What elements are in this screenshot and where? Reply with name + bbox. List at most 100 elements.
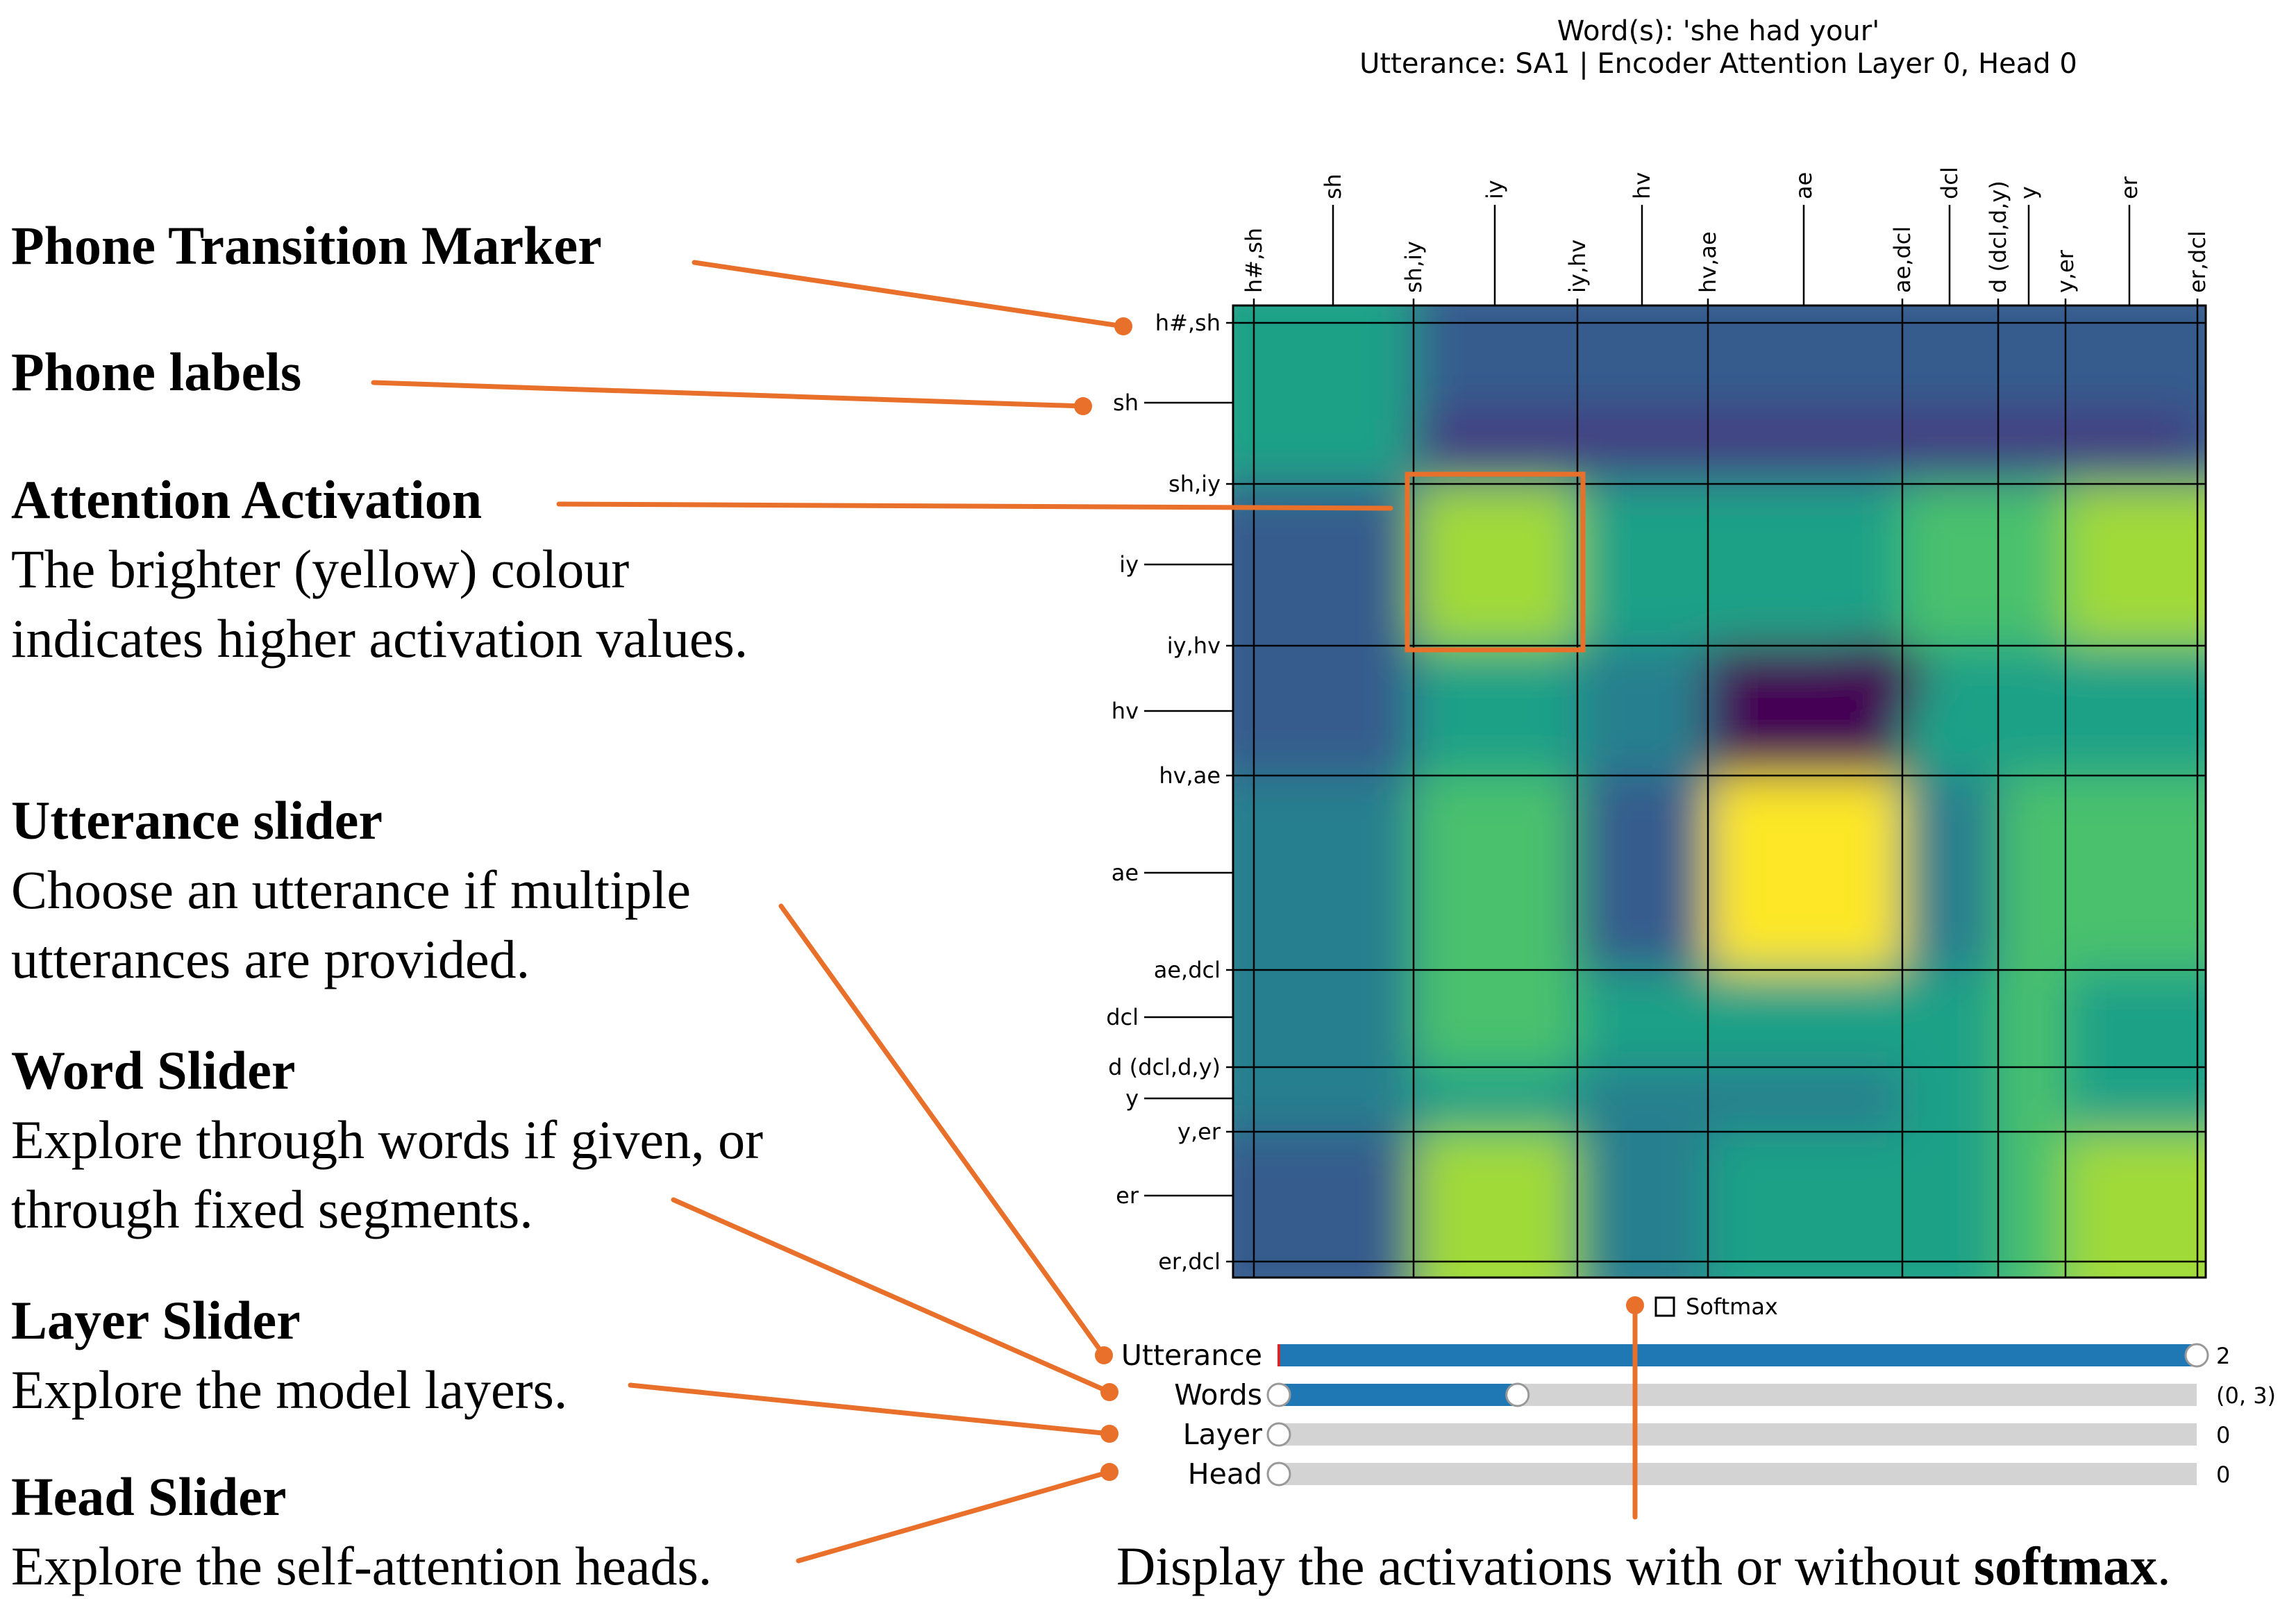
heatmap-cell [1998, 484, 2065, 646]
heatmap-cell [1577, 484, 1708, 646]
heatmap-cell [1902, 1067, 1998, 1132]
top-axis-ticks: h#,sh sh sh,iy iy iy,hv hv hv,ae ae ae,dcl dcl d (… [1241, 167, 2211, 305]
annotation-text: through fixed segments. [11, 1179, 533, 1239]
heatmap-low-band [1416, 417, 2194, 458]
top-tick-label: er,dcl [2184, 231, 2211, 293]
heatmap-cell [1233, 1132, 1414, 1278]
annotation-text: indicates higher activation values. [11, 608, 748, 669]
words-slider-handle[interactable] [1505, 1382, 1530, 1407]
top-tick-label: er [2116, 176, 2143, 199]
top-tick-label: ae [1791, 172, 1817, 199]
layer-slider[interactable]: Layer 0 [1183, 1418, 2231, 1451]
heatmap-cell [1577, 646, 1708, 776]
heatmap-cell [1998, 646, 2065, 776]
heatmap-cell [1233, 646, 1414, 776]
heatmap-cell [2065, 776, 2206, 970]
heatmap-cell [1708, 1132, 1902, 1278]
head-slider[interactable]: Head 0 [1188, 1457, 2231, 1491]
words-slider-label: Words [1174, 1378, 1262, 1412]
words-slider[interactable]: Words (0, 3) [1174, 1378, 2276, 1412]
utterance-slider[interactable]: Utterance 2 [1121, 1339, 2230, 1372]
attention-activation-highlight [1405, 471, 1586, 653]
heatmap-cell [2065, 970, 2206, 1067]
softmax-checkbox-box[interactable] [1654, 1296, 1675, 1317]
heatmap-cell [1577, 776, 1708, 970]
heatmap-frame [1232, 304, 2207, 1279]
leader-layer-slider [628, 1382, 1112, 1437]
heatmap-cell [1233, 776, 1414, 970]
heatmap-cell [1233, 484, 1414, 646]
heatmap-cell [1577, 1067, 1708, 1132]
leader-dot [1114, 317, 1132, 335]
annotation-utterance-slider: Utterance slider Choose an utterance if … [11, 790, 691, 989]
words-slider-value: (0, 3) [2216, 1382, 2276, 1409]
heatmap-cell [1708, 970, 1902, 1067]
heatmap-cell [1414, 646, 1577, 776]
left-tick-label: hv,ae [1159, 762, 1221, 789]
top-tick-label: hv [1629, 172, 1655, 199]
layer-slider-value: 0 [2216, 1422, 2230, 1448]
annotation-text: utterances are provided. [11, 929, 530, 989]
attention-heatmap [1232, 304, 2207, 1279]
annotation-head-slider: Head Slider Explore the self-attention h… [11, 1466, 712, 1596]
words-slider-fill [1279, 1384, 1518, 1406]
leader-head-slider [796, 1469, 1112, 1564]
leader-utterance-slider [778, 903, 1107, 1358]
softmax-checkbox[interactable]: Softmax [1654, 1294, 1778, 1320]
top-tick-label: sh,iy [1400, 241, 1427, 293]
annotation-word-slider: Word Slider Explore through words if giv… [11, 1040, 763, 1239]
top-tick-label: hv,ae [1695, 231, 1721, 293]
leader-dot [1074, 397, 1092, 415]
top-tick-label: iy [1482, 180, 1508, 199]
head-slider-track[interactable] [1279, 1463, 2197, 1485]
left-tick-label: d (dcl,d,y) [1108, 1054, 1221, 1080]
slider-panel: Utterance 2 Words (0, 3) Layer 0 Head 0 [1121, 1339, 2276, 1491]
heatmap-cell [1414, 1067, 1577, 1132]
left-tick-label: iy [1119, 551, 1139, 578]
annotation-title: Head Slider [11, 1466, 287, 1527]
annotation-text: Explore through words if given, or [11, 1110, 763, 1170]
left-tick-label: er,dcl [1158, 1248, 1221, 1275]
top-tick-label: h#,sh [1241, 228, 1267, 293]
left-tick-label: ae,dcl [1154, 957, 1221, 983]
layer-slider-handle[interactable] [1266, 1422, 1291, 1447]
words-slider-handle[interactable] [1266, 1382, 1291, 1407]
left-tick-label: er [1116, 1182, 1139, 1209]
annotation-text: Explore the model layers. [11, 1359, 567, 1420]
heatmap-cell [1708, 484, 1902, 646]
left-tick-label: y,er [1178, 1119, 1221, 1145]
top-tick-label: y,er [2052, 249, 2079, 293]
heatmap-cell [1708, 1067, 1902, 1132]
utterance-slider-label: Utterance [1121, 1339, 1262, 1372]
top-tick-label: sh [1320, 174, 1346, 199]
leader-dot [1100, 1383, 1118, 1401]
leader-dot [1095, 1346, 1113, 1364]
heatmap-cell [1577, 1132, 1708, 1278]
heatmap-cell [1414, 1132, 1577, 1278]
leader-dot [1100, 1425, 1118, 1443]
utterance-slider-handle[interactable] [2184, 1343, 2209, 1368]
left-tick-label: h#,sh [1155, 310, 1221, 336]
heatmap-cell [1998, 776, 2065, 970]
top-tick-label: dcl [1936, 167, 1963, 199]
plot-title-line1: Word(s): 'she had your' [1557, 15, 1879, 47]
heatmap-cell [1233, 1067, 1414, 1132]
utterance-slider-initial-marker [1277, 1344, 1280, 1366]
top-tick-label: ae,dcl [1889, 226, 1916, 293]
head-slider-handle[interactable] [1266, 1462, 1291, 1487]
layer-slider-track[interactable] [1279, 1423, 2197, 1446]
plot-title-line2: Utterance: SA1 | Encoder Attention Layer… [1359, 48, 2077, 80]
annotation-title: Utterance slider [11, 790, 383, 851]
leader-dot [1100, 1463, 1118, 1481]
leader-dot [1626, 1296, 1644, 1314]
heatmap-cell [1902, 970, 1998, 1067]
utterance-slider-value: 2 [2216, 1343, 2230, 1369]
heatmap-cell [1998, 1132, 2065, 1278]
left-tick-label: hv [1112, 698, 1139, 724]
softmax-label: Softmax [1686, 1294, 1778, 1320]
annotation-title: Phone labels [11, 342, 301, 402]
heatmap-cell [1902, 776, 1998, 970]
leader-attention-activation [556, 501, 1393, 511]
top-tick-label: d (dcl,d,y) [1985, 181, 2011, 293]
